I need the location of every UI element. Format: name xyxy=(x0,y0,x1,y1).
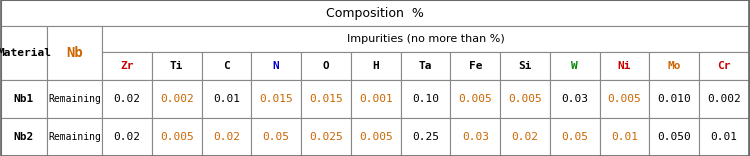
Bar xyxy=(600,52,650,80)
Bar xyxy=(1,0,749,26)
Text: 0.050: 0.050 xyxy=(658,132,692,142)
Text: 0.02: 0.02 xyxy=(113,94,140,104)
Text: 0.10: 0.10 xyxy=(412,94,439,104)
Text: Ta: Ta xyxy=(419,61,432,71)
Text: Ti: Ti xyxy=(170,61,184,71)
Bar xyxy=(1,80,47,118)
Bar xyxy=(500,118,550,156)
Text: Impurities (no more than %): Impurities (no more than %) xyxy=(346,34,504,44)
Bar xyxy=(251,52,301,80)
Text: 0.01: 0.01 xyxy=(710,132,737,142)
Text: 0.05: 0.05 xyxy=(561,132,588,142)
Bar xyxy=(301,80,351,118)
Text: Fe: Fe xyxy=(469,61,482,71)
Text: 0.025: 0.025 xyxy=(309,132,343,142)
Text: N: N xyxy=(273,61,280,71)
Text: 0.02: 0.02 xyxy=(113,132,140,142)
Bar xyxy=(152,52,202,80)
Bar xyxy=(301,118,351,156)
Bar xyxy=(451,52,500,80)
Bar xyxy=(451,80,500,118)
Bar xyxy=(600,118,650,156)
Bar xyxy=(351,118,400,156)
Text: 0.002: 0.002 xyxy=(160,94,194,104)
Bar xyxy=(47,80,102,118)
Bar xyxy=(202,118,251,156)
Text: 0.01: 0.01 xyxy=(213,94,240,104)
Text: 0.03: 0.03 xyxy=(462,132,489,142)
Bar xyxy=(102,26,749,52)
Text: Remaining: Remaining xyxy=(48,94,101,104)
Bar xyxy=(550,52,600,80)
Text: 0.005: 0.005 xyxy=(358,132,392,142)
Text: 0.03: 0.03 xyxy=(561,94,588,104)
Text: Si: Si xyxy=(518,61,532,71)
Text: Cr: Cr xyxy=(717,61,730,71)
Text: Remaining: Remaining xyxy=(48,132,101,142)
Text: Material: Material xyxy=(0,48,51,58)
Bar xyxy=(451,118,500,156)
Bar xyxy=(650,52,699,80)
Text: 0.010: 0.010 xyxy=(658,94,692,104)
Bar xyxy=(500,80,550,118)
Text: Composition  %: Composition % xyxy=(326,7,424,20)
Bar xyxy=(102,118,152,156)
Text: 0.02: 0.02 xyxy=(512,132,538,142)
Text: 0.01: 0.01 xyxy=(611,132,638,142)
Text: 0.002: 0.002 xyxy=(707,94,741,104)
Bar xyxy=(202,80,251,118)
Text: 0.005: 0.005 xyxy=(160,132,194,142)
Bar xyxy=(400,80,451,118)
Bar xyxy=(351,52,400,80)
Text: Nb: Nb xyxy=(66,46,82,60)
Text: 0.005: 0.005 xyxy=(608,94,641,104)
Bar xyxy=(1,26,47,80)
Bar xyxy=(699,80,749,118)
Bar xyxy=(351,80,400,118)
Bar xyxy=(102,52,152,80)
Bar xyxy=(1,118,47,156)
Bar xyxy=(251,80,301,118)
Text: 0.005: 0.005 xyxy=(509,94,542,104)
Bar xyxy=(152,118,202,156)
Bar xyxy=(650,118,699,156)
Text: H: H xyxy=(372,61,379,71)
Bar xyxy=(500,52,550,80)
Text: 0.05: 0.05 xyxy=(262,132,290,142)
Text: 0.25: 0.25 xyxy=(412,132,439,142)
Bar xyxy=(550,80,600,118)
Text: 0.001: 0.001 xyxy=(358,94,392,104)
Bar xyxy=(699,118,749,156)
Bar xyxy=(202,52,251,80)
Text: C: C xyxy=(223,61,230,71)
Text: Nb1: Nb1 xyxy=(13,94,34,104)
Bar xyxy=(400,52,451,80)
Text: 0.005: 0.005 xyxy=(458,94,492,104)
Bar xyxy=(251,118,301,156)
Bar xyxy=(47,118,102,156)
Text: Mo: Mo xyxy=(668,61,681,71)
Text: Ni: Ni xyxy=(618,61,632,71)
Text: 0.02: 0.02 xyxy=(213,132,240,142)
Bar xyxy=(102,80,152,118)
Text: W: W xyxy=(572,61,578,71)
Text: 0.015: 0.015 xyxy=(260,94,293,104)
Text: O: O xyxy=(322,61,329,71)
Bar xyxy=(699,52,749,80)
Bar xyxy=(301,52,351,80)
Bar xyxy=(400,118,451,156)
Text: 0.015: 0.015 xyxy=(309,94,343,104)
Bar xyxy=(600,80,650,118)
Bar xyxy=(550,118,600,156)
Text: Zr: Zr xyxy=(120,61,134,71)
Text: Nb2: Nb2 xyxy=(13,132,34,142)
Bar xyxy=(650,80,699,118)
Bar xyxy=(47,26,102,80)
Bar xyxy=(152,80,202,118)
